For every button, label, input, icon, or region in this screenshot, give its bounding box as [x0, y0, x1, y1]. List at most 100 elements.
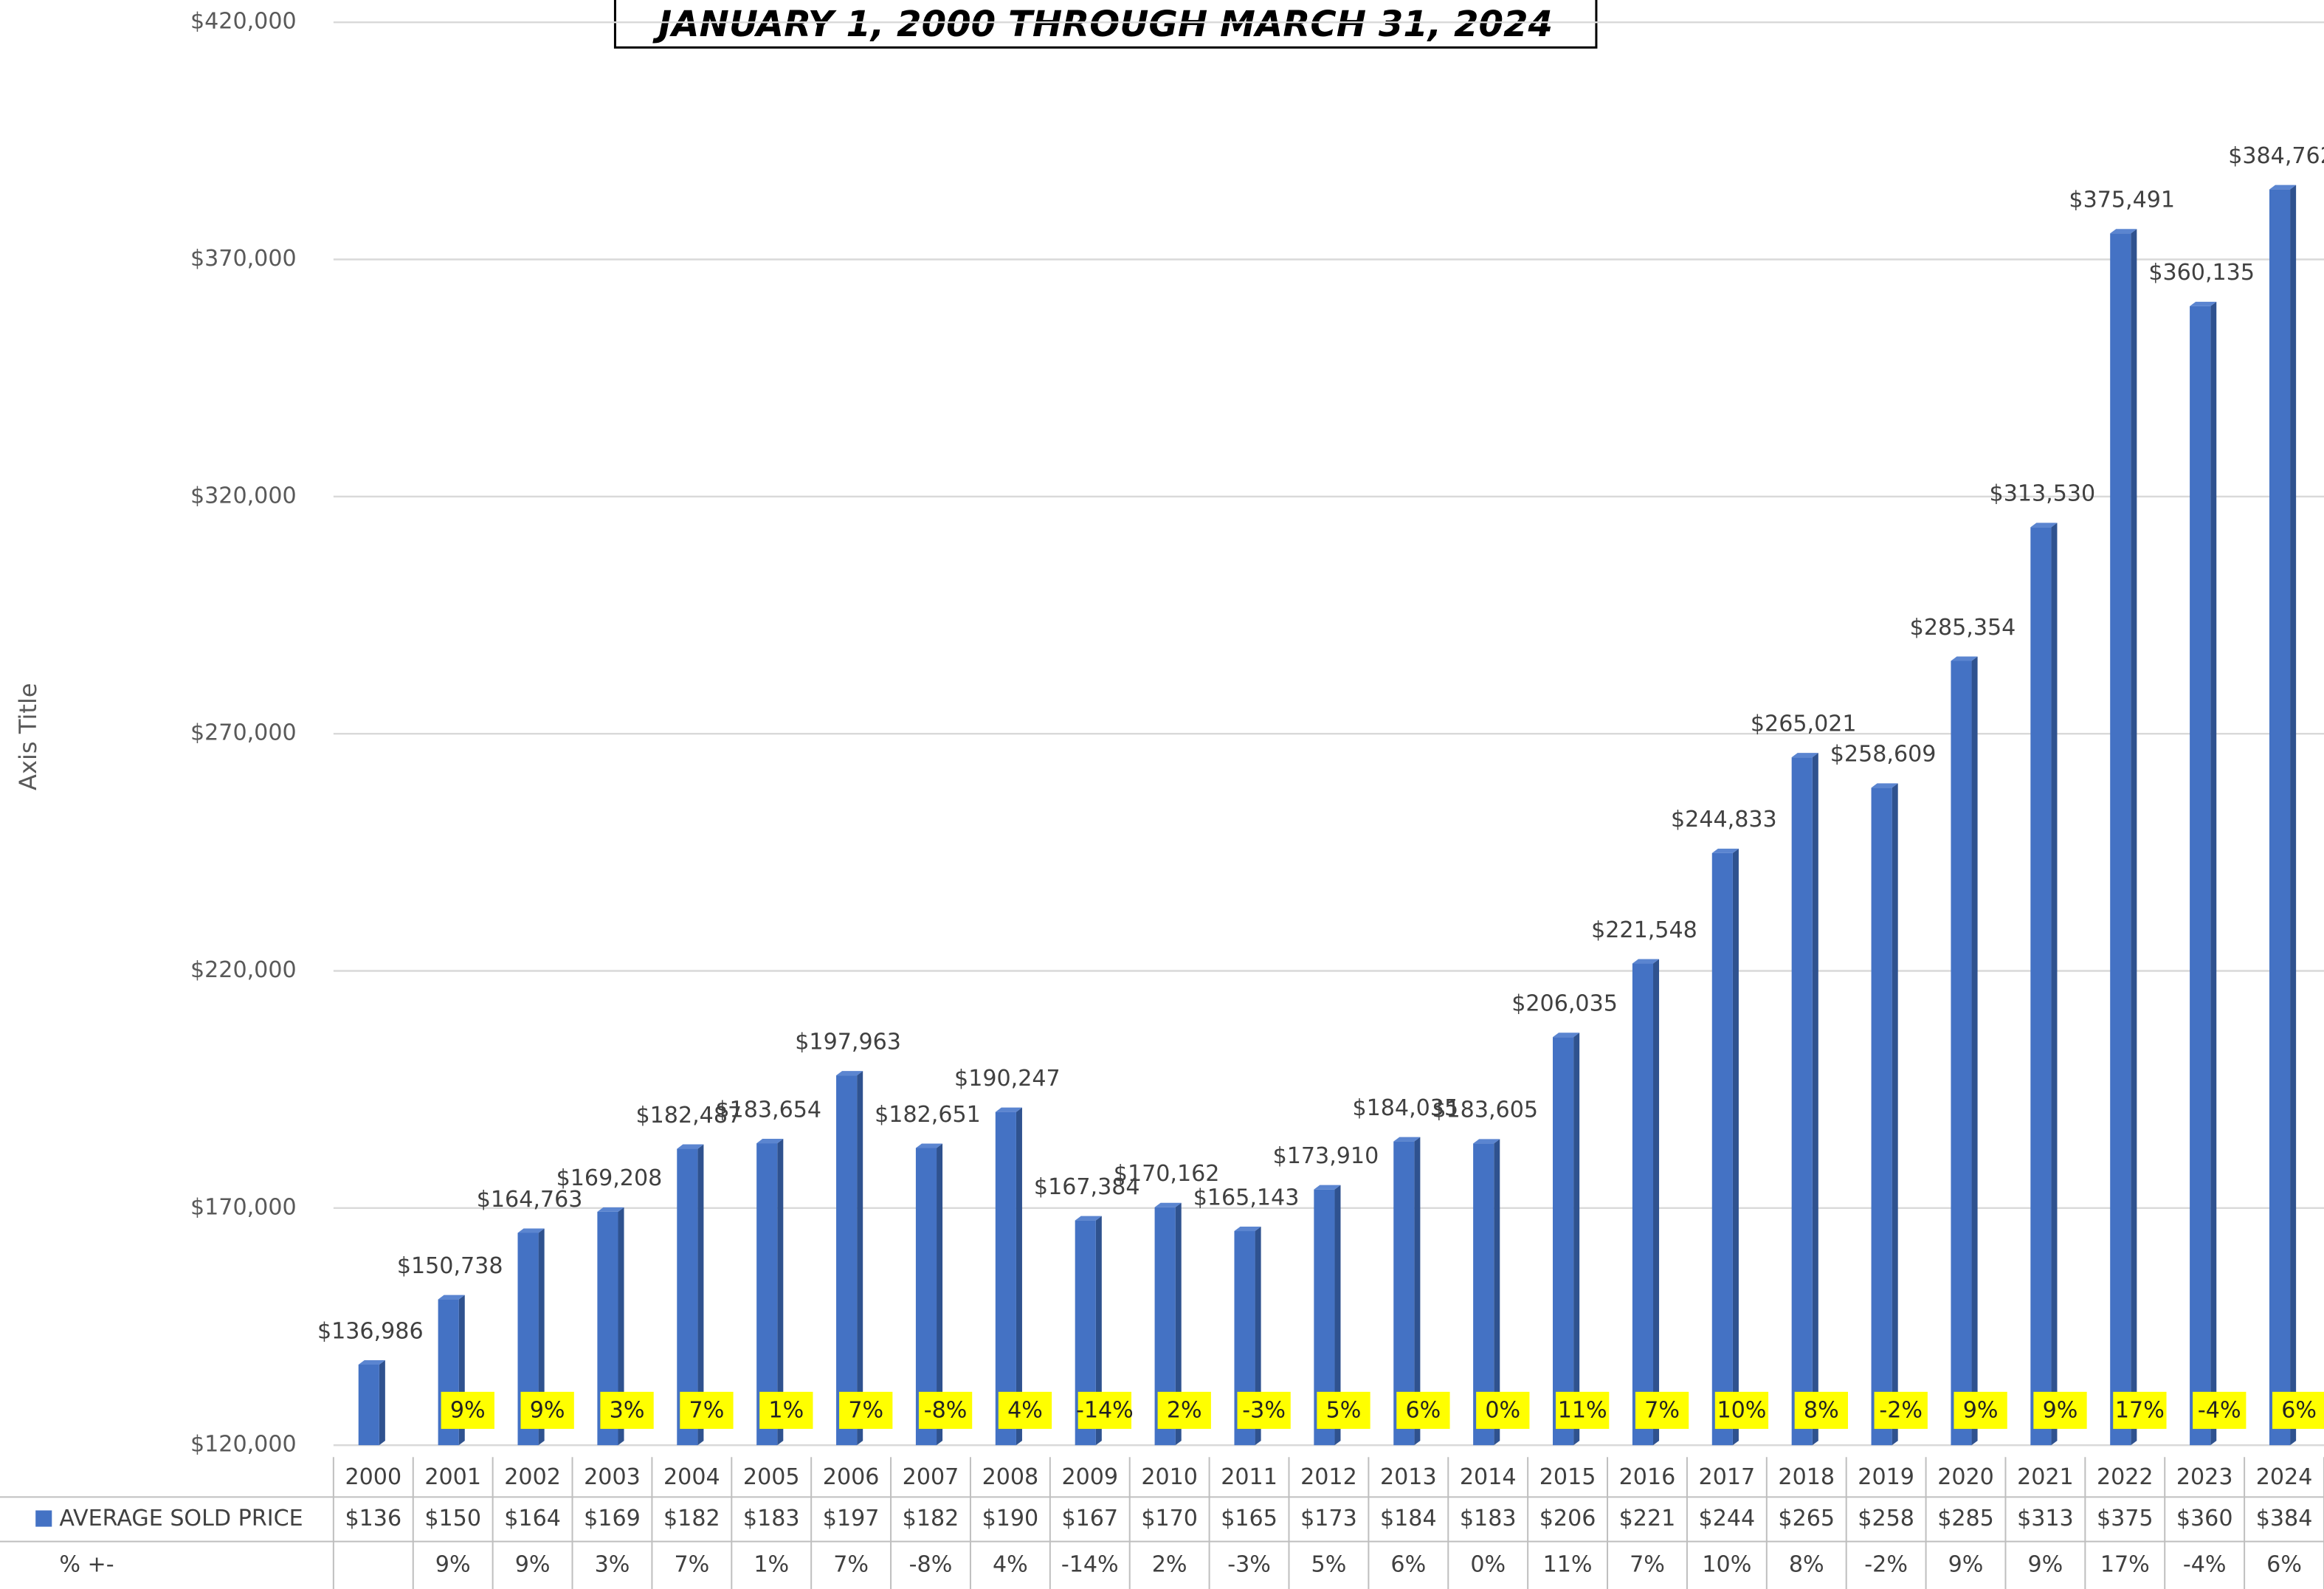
table-percent: -4%: [2183, 1551, 2227, 1577]
percent-label: -2%: [1879, 1397, 1923, 1423]
x-tick-label: 2017: [1699, 1464, 1756, 1490]
percent-box: [918, 1391, 973, 1430]
bar-side: [379, 1359, 385, 1446]
bar-side: [1971, 656, 1978, 1446]
table-value: $165: [1221, 1506, 1277, 1531]
percent-box: [1317, 1391, 1370, 1430]
bar-top: [677, 1144, 704, 1149]
data-label: $169,208: [556, 1165, 663, 1191]
bar-face: [1553, 1037, 1574, 1446]
percent-label: 7%: [1644, 1397, 1680, 1423]
percent-label: -8%: [924, 1397, 968, 1423]
table-value: $221: [1619, 1506, 1676, 1531]
x-tick-label: 2019: [1858, 1464, 1914, 1490]
percent-box: [1077, 1391, 1132, 1430]
table-value: $170: [1141, 1506, 1198, 1531]
table-percent: 2%: [1152, 1551, 1187, 1577]
percent-box: [600, 1391, 654, 1430]
x-tick-label: 2008: [982, 1464, 1039, 1490]
bar: [1871, 783, 1898, 1446]
bar-top: [517, 1228, 545, 1233]
bar: [995, 1107, 1022, 1446]
bar: [1632, 959, 1660, 1446]
bar: [2030, 523, 2058, 1446]
bar-side: [777, 1139, 784, 1446]
x-tick-label: 2024: [2256, 1464, 2313, 1490]
bar-side: [538, 1228, 545, 1446]
percent-label: 5%: [1326, 1397, 1362, 1423]
bar-side: [2131, 229, 2137, 1446]
bar-side: [1892, 783, 1898, 1446]
percent-label: 2%: [1167, 1397, 1202, 1423]
data-label: $313,530: [1990, 481, 2096, 507]
table-percent: 10%: [1702, 1551, 1751, 1577]
percent-label: 4%: [1007, 1397, 1043, 1423]
x-tick-label: 2018: [1778, 1464, 1835, 1490]
table-percent: 17%: [2100, 1551, 2150, 1577]
bar: [2190, 301, 2217, 1446]
data-label: $184,035: [1352, 1095, 1458, 1121]
percent-label: 3%: [610, 1397, 645, 1423]
table-percent: 8%: [1789, 1551, 1824, 1577]
y-tick-label: $420,000: [190, 9, 297, 35]
x-tick-label: 2016: [1619, 1464, 1676, 1490]
bar-top: [2269, 185, 2297, 190]
y-tick-label: $320,000: [190, 483, 297, 509]
row-label: % +-: [59, 1551, 114, 1577]
bar-top: [756, 1139, 784, 1144]
data-label: $206,035: [1511, 991, 1618, 1017]
data-label: $182,651: [875, 1102, 981, 1128]
percent-label: 0%: [1485, 1397, 1520, 1423]
x-tick-label: 2010: [1141, 1464, 1198, 1490]
data-label: $384,762: [2228, 143, 2324, 169]
bar-side: [1653, 959, 1660, 1446]
bar-top: [597, 1207, 624, 1212]
percent-label: -14%: [1076, 1397, 1134, 1423]
percent-box: [2193, 1391, 2247, 1430]
percent-label: 9%: [450, 1397, 486, 1423]
percent-label: 7%: [689, 1397, 725, 1423]
x-tick-label: 2023: [2176, 1464, 2233, 1490]
data-label: $360,135: [2148, 260, 2255, 286]
table-percent: 5%: [1311, 1551, 1347, 1577]
table-value: $150: [424, 1506, 481, 1531]
bar-face: [1632, 963, 1654, 1446]
bar-face: [1791, 757, 1813, 1446]
data-label: $221,548: [1591, 917, 1697, 943]
y-axis-title: Axis Title: [14, 683, 42, 790]
data-label: $173,910: [1273, 1143, 1379, 1169]
percent-box: [1476, 1391, 1530, 1430]
table-value: $190: [982, 1506, 1039, 1531]
x-tick-label: 2020: [1937, 1464, 1994, 1490]
bar-face: [2190, 306, 2211, 1446]
table-percent: -2%: [1864, 1551, 1908, 1577]
bar-side: [2290, 185, 2297, 1446]
x-tick-label: 2007: [903, 1464, 959, 1490]
bar-top: [1871, 783, 1898, 788]
table-value: $184: [1380, 1506, 1437, 1531]
x-tick-label: 2021: [2017, 1464, 2074, 1490]
legend-swatch: [35, 1510, 52, 1527]
table-percent: 7%: [833, 1551, 869, 1577]
table-percent: 6%: [1390, 1551, 1426, 1577]
bar-side: [1494, 1139, 1500, 1446]
table-percent: 6%: [2266, 1551, 2302, 1577]
percent-box: [2033, 1391, 2087, 1430]
bar-side: [857, 1071, 863, 1446]
bar-top: [915, 1143, 943, 1148]
percent-label: 17%: [2115, 1397, 2165, 1423]
y-tick-label: $120,000: [190, 1432, 297, 1458]
bar-top: [1553, 1033, 1580, 1038]
percent-box: [2272, 1391, 2324, 1430]
bar-side: [1812, 753, 1818, 1446]
bar: [1553, 1033, 1580, 1446]
table-value: $375: [2097, 1506, 2154, 1531]
table-value: $206: [1539, 1506, 1596, 1531]
x-tick-label: 2001: [424, 1464, 481, 1490]
percent-box: [1874, 1391, 1928, 1430]
table-value: $360: [2176, 1506, 2233, 1531]
title-box: [613, 0, 1598, 49]
percent-box: [998, 1391, 1052, 1430]
data-label: $136,986: [317, 1318, 424, 1344]
bar-side: [1334, 1185, 1341, 1446]
